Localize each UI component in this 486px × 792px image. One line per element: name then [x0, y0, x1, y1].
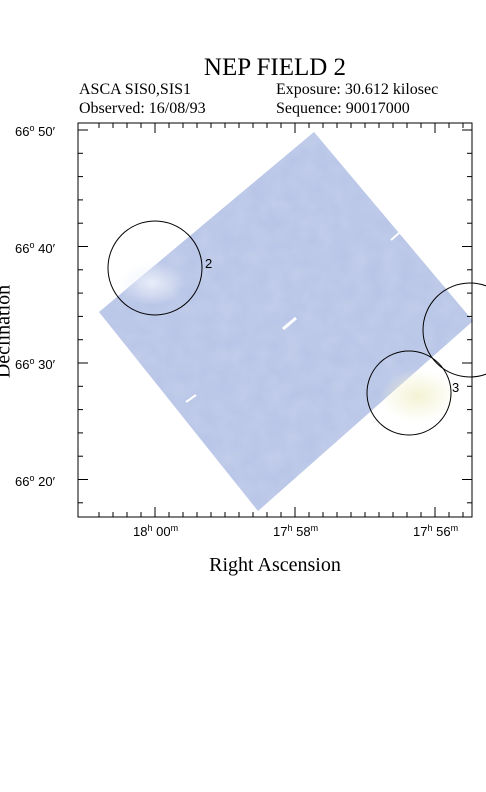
dec-tick-label: 66o 40′: [15, 240, 56, 256]
dec-tick-label: 66o 20′: [15, 473, 56, 489]
observed-label: Observed: 16/08/93: [79, 100, 206, 117]
exposure-label: Exposure: 30.612 kilosec: [276, 81, 439, 98]
source-3-glow: [380, 370, 456, 422]
field-gap: [185, 394, 197, 403]
source-circle-2: [107, 220, 203, 316]
instrument-label: ASCA SIS0,SIS1: [79, 81, 192, 98]
ra-tick-label: 18h 00m: [133, 523, 178, 539]
source-circles: 2 3: [107, 220, 486, 436]
dec-tick-label: 66o 30′: [15, 356, 56, 372]
field-gap: [282, 316, 297, 331]
source-2-glow: [118, 261, 186, 305]
y-axis-label: Declination: [0, 284, 15, 379]
axis-ticks: [78, 123, 472, 517]
ra-tick-label: 17h 56m: [413, 523, 458, 539]
plot-title: NEP FIELD 2: [203, 54, 347, 81]
source-circle-3: [366, 350, 452, 436]
plot-frame: [77, 122, 473, 518]
field-gap: [390, 232, 400, 241]
source-label-2: 2: [205, 256, 212, 271]
dec-tick-label: 66o 50′: [15, 123, 56, 139]
source-label-3: 3: [452, 380, 459, 395]
ra-tick-label: 17h 58m: [273, 523, 318, 539]
exposure-field: [99, 132, 473, 511]
dec-tick-labels: 66o 50′ 66o 40′ 66o 30′ 66o 20′: [15, 123, 56, 489]
ra-tick-labels: 18h 00m 17h 58m 17h 56m: [133, 523, 458, 539]
x-axis-label: Right Ascension: [209, 554, 341, 576]
source-circle-edge: [422, 282, 486, 378]
sequence-label: Sequence: 90017000: [276, 100, 410, 117]
